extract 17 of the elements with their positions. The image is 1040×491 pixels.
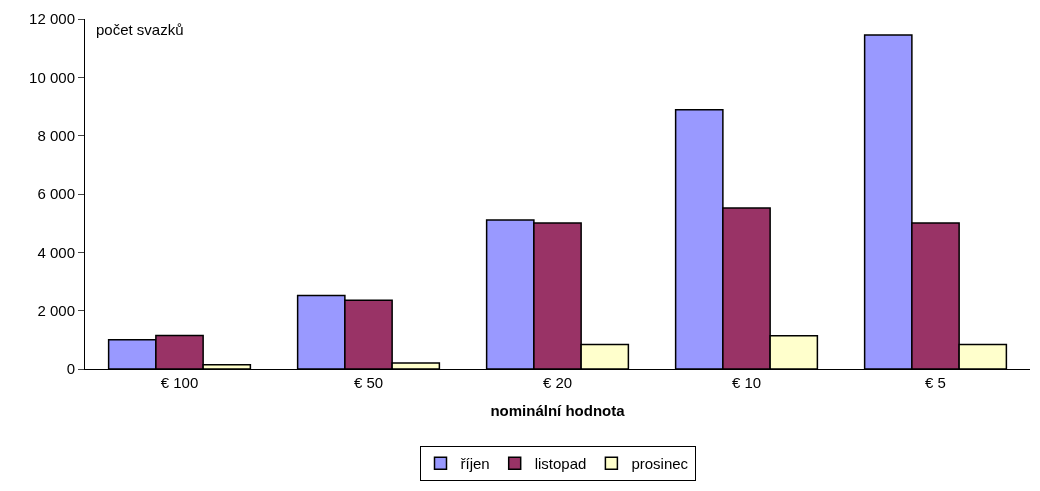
x-tick-label: € 20	[542, 374, 573, 391]
y-tick-label: 6 000	[37, 185, 75, 203]
x-tick-label: € 50	[353, 374, 384, 391]
x-tick-label: € 10	[731, 374, 762, 391]
y-tick-label: 10 000	[29, 68, 75, 86]
legend-label: prosinec	[631, 455, 689, 473]
y-tick-label: 0	[66, 360, 75, 378]
x-tick-label: € 100	[160, 374, 199, 391]
y-tick-label: 2 000	[37, 301, 75, 319]
legend-label: říjen	[460, 455, 490, 473]
y-tick-label: 8 000	[37, 126, 75, 144]
legend-label: listopad	[534, 455, 587, 473]
y-axis-title: počet svazků	[96, 21, 184, 38]
y-tick-label: 12 000	[29, 10, 75, 28]
y-tick-label: 4 000	[37, 243, 75, 261]
x-axis-title: nominální hodnota	[490, 402, 626, 419]
x-tick-label: € 5	[925, 374, 946, 391]
